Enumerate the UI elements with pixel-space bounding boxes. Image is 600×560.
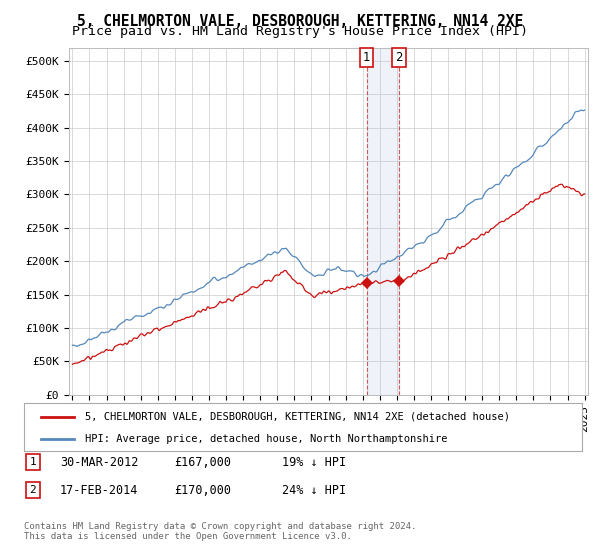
Text: 1: 1 bbox=[363, 51, 370, 64]
Text: HPI: Average price, detached house, North Northamptonshire: HPI: Average price, detached house, Nort… bbox=[85, 434, 448, 444]
Text: 5, CHELMORTON VALE, DESBOROUGH, KETTERING, NN14 2XE: 5, CHELMORTON VALE, DESBOROUGH, KETTERIN… bbox=[77, 14, 523, 29]
Text: 2: 2 bbox=[395, 51, 403, 64]
Bar bbox=[367, 48, 399, 395]
Text: 30-MAR-2012: 30-MAR-2012 bbox=[60, 455, 139, 469]
Text: 17-FEB-2014: 17-FEB-2014 bbox=[60, 483, 139, 497]
Text: 5, CHELMORTON VALE, DESBOROUGH, KETTERING, NN14 2XE (detached house): 5, CHELMORTON VALE, DESBOROUGH, KETTERIN… bbox=[85, 412, 511, 422]
Text: £170,000: £170,000 bbox=[174, 483, 231, 497]
Text: 1: 1 bbox=[29, 457, 37, 467]
Text: £167,000: £167,000 bbox=[174, 455, 231, 469]
Text: Price paid vs. HM Land Registry's House Price Index (HPI): Price paid vs. HM Land Registry's House … bbox=[72, 25, 528, 38]
Text: Contains HM Land Registry data © Crown copyright and database right 2024.
This d: Contains HM Land Registry data © Crown c… bbox=[24, 522, 416, 542]
Text: 2: 2 bbox=[29, 485, 37, 495]
Text: 24% ↓ HPI: 24% ↓ HPI bbox=[282, 483, 346, 497]
Text: 19% ↓ HPI: 19% ↓ HPI bbox=[282, 455, 346, 469]
